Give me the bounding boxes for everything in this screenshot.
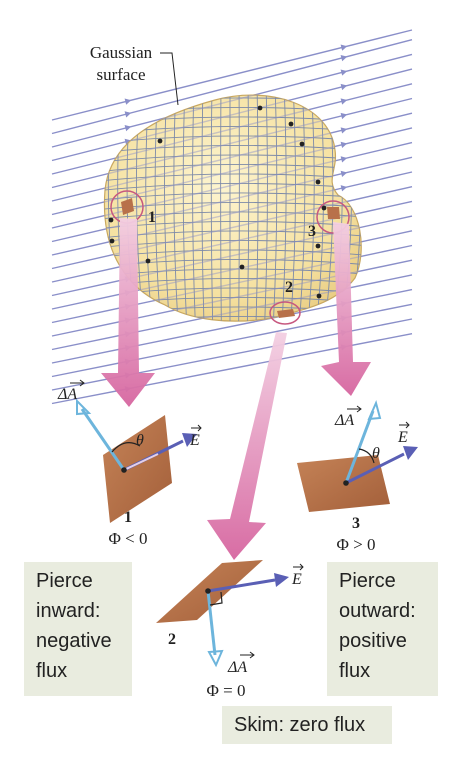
field-label-1: E — [189, 432, 200, 449]
note-inward: Pierce inward: negative flux — [24, 562, 132, 696]
case-1-patch-diagram — [76, 398, 197, 523]
note-inward-line-1: Pierce — [36, 570, 93, 592]
area-vector-3 — [344, 410, 375, 484]
gaussian-surface — [103, 94, 362, 322]
case-2-flux: Φ = 0 — [206, 681, 245, 700]
field-line — [51, 288, 413, 364]
field-line-arrowhead — [340, 170, 348, 177]
field-line — [51, 29, 413, 121]
area-patch-1 — [103, 415, 172, 523]
field-line-arrowhead — [340, 83, 348, 91]
field-line-arrowhead — [340, 185, 348, 192]
field-line-arrowhead — [340, 127, 348, 134]
case-3-flux: Φ > 0 — [336, 535, 375, 554]
case-2-patch-diagram — [156, 560, 289, 668]
area-label-3: ΔA — [334, 412, 354, 429]
surface-number-1: 1 — [148, 209, 156, 226]
note-skim-text: Skim: zero flux — [234, 714, 366, 736]
field-line — [51, 303, 413, 378]
angle-arc-1 — [111, 442, 141, 453]
surface-label-line2: surface — [96, 65, 145, 84]
surface-number-2: 2 — [285, 279, 293, 296]
field-line-arrowhead — [124, 138, 132, 145]
note-outward-line-4: flux — [339, 660, 371, 682]
theta-label-1: θ — [136, 432, 144, 449]
case-1-number: 1 — [124, 509, 132, 526]
note-outward-line-1: Pierce — [339, 570, 396, 592]
area-vector-1-head — [76, 398, 92, 416]
note-outward-line-2: outward: — [339, 600, 416, 622]
surface-number-3: 3 — [308, 223, 316, 240]
magnify-arrow-2 — [207, 332, 287, 560]
area-vector-1 — [80, 408, 126, 471]
theta-label-3: θ — [372, 445, 380, 462]
field-vector-1-head — [182, 433, 197, 447]
angle-arc-3 — [358, 448, 375, 464]
field-line — [51, 39, 413, 135]
field-vector-2 — [207, 578, 276, 593]
field-vector-2-head — [274, 573, 289, 587]
field-label-2: E — [291, 571, 302, 588]
case-1-flux: Φ < 0 — [108, 529, 147, 548]
magnify-arrow-1 — [101, 218, 155, 407]
field-line-arrowhead — [340, 44, 348, 51]
field-line-arrowhead — [124, 125, 132, 132]
field-line-arrowhead — [340, 55, 348, 62]
field-label-3: E — [397, 429, 408, 446]
area-vector-2-head — [207, 649, 224, 668]
surface-patch-2 — [269, 301, 301, 325]
note-inward-line-2: inward: — [36, 600, 101, 622]
field-line-arrowhead — [340, 69, 348, 76]
area-label-1: ΔA — [57, 386, 77, 403]
field-line-arrowhead — [340, 141, 348, 149]
area-vector-2 — [206, 590, 217, 656]
field-vector-3-head — [403, 446, 418, 460]
field-line-arrowhead — [124, 98, 132, 105]
note-inward-line-4: flux — [36, 660, 68, 682]
right-angle-mark-2 — [209, 591, 223, 606]
case-2-number: 2 — [168, 631, 176, 648]
field-line-arrowhead — [340, 156, 348, 163]
note-inward-line-3: negative — [36, 630, 112, 652]
field-line-arrowhead — [340, 98, 348, 105]
area-label-2: ΔA — [227, 659, 247, 676]
surface-patch-3 — [316, 200, 350, 234]
area-vector-3-head — [367, 399, 382, 421]
note-outward-line-3: positive — [339, 630, 407, 652]
surface-label-leader — [160, 52, 179, 106]
note-outward: Pierce outward: positive flux — [327, 562, 438, 696]
piercing-points — [108, 105, 327, 299]
case-3-patch-diagram — [297, 399, 418, 512]
field-line — [104, 259, 362, 322]
magnify-arrow-3 — [321, 222, 371, 396]
field-line-arrowhead — [124, 111, 132, 118]
surface-label-line1: Gaussian — [90, 43, 153, 62]
note-skim: Skim: zero flux — [222, 706, 392, 744]
field-vector-3 — [345, 452, 405, 485]
case-3-number: 3 — [352, 515, 360, 532]
field-line-arrowhead — [340, 112, 348, 120]
